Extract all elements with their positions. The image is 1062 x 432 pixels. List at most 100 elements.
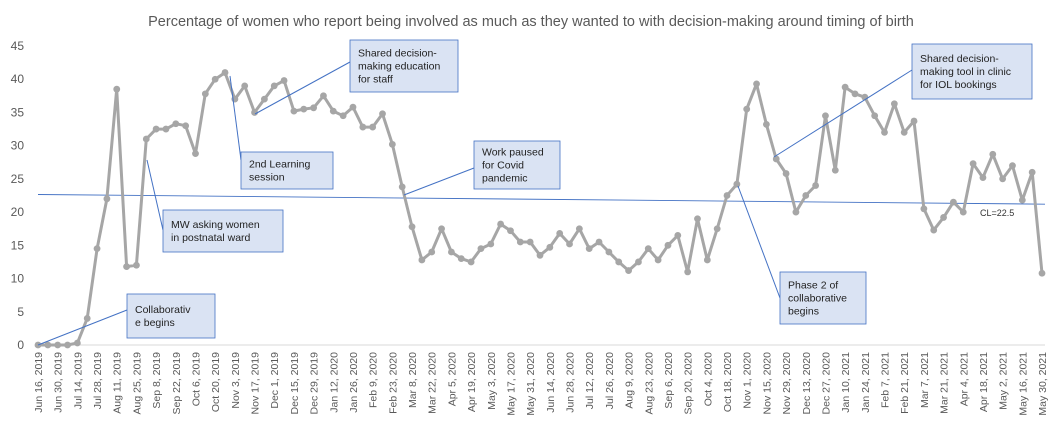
x-tick-label: Dec 27, 2020	[820, 352, 832, 415]
data-point	[428, 248, 436, 256]
data-point	[133, 261, 140, 269]
data-point	[782, 170, 790, 177]
annotation-text-shared-edu: Shared decision-	[358, 48, 437, 60]
y-tick-label: 35	[11, 105, 25, 119]
x-tick-label: Dec 1, 2019	[269, 352, 281, 409]
data-point	[900, 128, 908, 136]
centerline-label: CL=22.5	[980, 208, 1014, 218]
x-tick-label: Apr 4, 2021	[958, 352, 970, 406]
data-point	[556, 229, 564, 237]
data-point	[654, 256, 662, 264]
data-point	[339, 112, 347, 120]
data-point	[103, 195, 111, 203]
y-tick-label: 20	[11, 205, 25, 219]
annotation-text-tool: for IOL bookings	[920, 79, 997, 91]
data-point	[182, 122, 190, 130]
data-point	[418, 256, 426, 264]
data-point	[241, 82, 249, 90]
data-point	[684, 268, 692, 276]
x-tick-label: Sep 20, 2020	[683, 352, 695, 415]
y-tick-label: 15	[11, 238, 25, 252]
x-tick-label: Jun 14, 2020	[545, 352, 557, 413]
data-point	[831, 166, 839, 174]
annotation-text-learning2: 2nd Learning	[249, 159, 310, 171]
centerline	[37, 194, 1046, 205]
x-tick-label: Nov 3, 2019	[230, 352, 242, 409]
x-tick-label: Jan 26, 2020	[348, 352, 360, 413]
x-tick-label: Sep 8, 2019	[151, 352, 163, 409]
data-point	[713, 225, 721, 233]
data-point	[536, 251, 544, 259]
data-point	[979, 174, 987, 181]
data-point	[772, 155, 780, 163]
x-tick-label: Mar 7, 2021	[919, 352, 931, 408]
data-point	[310, 104, 318, 112]
data-point	[664, 241, 672, 249]
annotation-text-tool: making tool in clinic	[920, 66, 1011, 78]
data-point	[448, 248, 455, 256]
annotation-leader-covid	[403, 167, 475, 196]
data-point	[270, 82, 278, 90]
annotation-text-phase2: begins	[788, 306, 819, 318]
data-point	[44, 341, 52, 349]
data-point	[398, 183, 406, 191]
annotation-text-mw: in postnatal ward	[171, 232, 251, 244]
annotation-box-covid	[473, 140, 561, 190]
annotation-text-covid: for Covid	[482, 160, 524, 172]
data-point	[487, 240, 495, 248]
x-tick-label: Apr 18, 2021	[978, 352, 990, 412]
x-tick-label: Aug 25, 2019	[131, 352, 143, 415]
x-tick-label: Jun 28, 2020	[565, 352, 577, 413]
data-point	[950, 198, 957, 206]
data-point	[959, 208, 967, 216]
annotation-leader-mw	[146, 159, 164, 231]
data-point	[585, 245, 593, 253]
data-point	[674, 231, 682, 239]
data-point	[438, 225, 445, 233]
annotation-leader-collab	[37, 309, 128, 346]
y-tick-label: 45	[11, 39, 25, 53]
annotation-text-shared-edu: for staff	[358, 74, 393, 86]
data-point	[920, 205, 928, 213]
data-point	[73, 339, 81, 347]
x-tick-label: Feb 23, 2020	[387, 352, 399, 414]
x-tick-label: Feb 7, 2021	[880, 352, 892, 408]
data-point	[123, 263, 130, 270]
annotation-box-tool	[911, 43, 1033, 100]
x-tick-label: Feb 9, 2020	[368, 352, 380, 408]
data-point	[507, 227, 514, 235]
annotation-box-learning2	[240, 151, 334, 190]
series-group	[34, 69, 1046, 349]
x-tick-label: Jul 26, 2020	[604, 352, 616, 409]
chart-title: Percentage of women who report being inv…	[148, 14, 914, 30]
annotation-box-phase2	[779, 271, 867, 325]
data-point	[575, 225, 583, 233]
centerline-group: CL=22.5	[37, 194, 1046, 218]
data-point	[280, 77, 288, 84]
y-axis-ticks: 0 5 10 15 20 25 30 35 40 45	[11, 39, 25, 352]
x-tick-label: Nov 29, 2020	[781, 352, 793, 415]
x-tick-label: May 3, 2020	[486, 352, 498, 410]
x-tick-label: Jun 30, 2019	[53, 352, 65, 413]
data-point	[477, 245, 485, 253]
data-point	[812, 182, 820, 189]
x-tick-label: Oct 4, 2020	[702, 352, 714, 406]
data-point	[595, 238, 603, 246]
data-point	[1038, 269, 1046, 277]
data-point	[969, 160, 977, 168]
x-tick-label: Mar 8, 2020	[407, 352, 419, 408]
data-point	[1028, 168, 1036, 176]
data-point	[221, 69, 229, 76]
x-tick-label: May 17, 2020	[505, 352, 517, 416]
y-tick-label: 40	[11, 72, 25, 86]
data-point	[930, 226, 938, 234]
data-point	[851, 90, 859, 98]
x-tick-label: May 31, 2020	[525, 352, 537, 416]
y-tick-label: 30	[11, 139, 25, 153]
data-point	[349, 103, 357, 111]
data-point	[300, 105, 308, 113]
data-point	[64, 341, 71, 349]
